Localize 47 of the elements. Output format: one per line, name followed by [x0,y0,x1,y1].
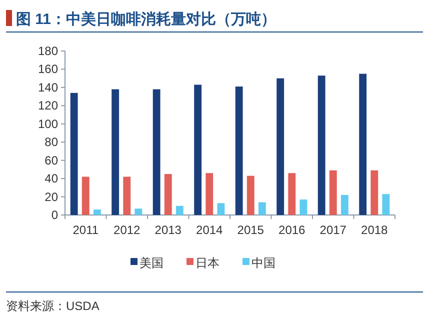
x-tick-label: 2015 [237,223,264,237]
bar [300,200,308,215]
legend-label: 美国 [140,256,164,270]
x-tick-label: 2013 [154,223,182,237]
bar [359,74,367,215]
bar [246,176,254,215]
y-tick-label: 20 [44,190,58,204]
bar [152,89,160,215]
bar [217,203,225,215]
bar [112,89,120,215]
x-tick-label: 2016 [278,223,306,237]
bar [176,206,184,215]
y-tick-label: 120 [38,98,58,113]
x-tick-label: 2014 [196,223,224,237]
y-tick-label: 100 [38,116,58,131]
y-tick-label: 180 [38,44,58,58]
bar [382,194,390,215]
legend-label: 日本 [196,256,220,270]
bar [329,170,337,215]
title: 图 11：中美日咖啡消耗量对比（万吨） [16,11,276,28]
bar [258,202,266,215]
y-tick-label: 80 [44,135,58,150]
x-tick-label: 2011 [72,223,99,237]
y-tick-label: 140 [38,80,58,94]
bar [288,173,296,215]
bar [370,170,378,215]
bar [82,176,90,215]
y-tick-label: 160 [38,62,58,76]
x-tick-label: 2017 [320,223,347,237]
y-tick-label: 60 [44,153,58,168]
bar [70,92,78,215]
legend-label: 中国 [252,256,276,270]
bar [93,210,101,215]
bar [134,208,142,215]
bar [276,78,284,215]
bar [164,174,172,215]
x-tick-label: 2012 [114,223,141,237]
text: 资料来源：USDA [6,299,100,313]
bar [206,173,214,215]
bar [235,86,243,215]
y-tick-label: 40 [44,172,58,186]
x-tick-label: 2018 [361,223,388,237]
bar [123,176,131,215]
bar [340,194,348,215]
bar [318,76,326,215]
y-tick-label: 0 [51,208,58,222]
bar [194,84,202,215]
